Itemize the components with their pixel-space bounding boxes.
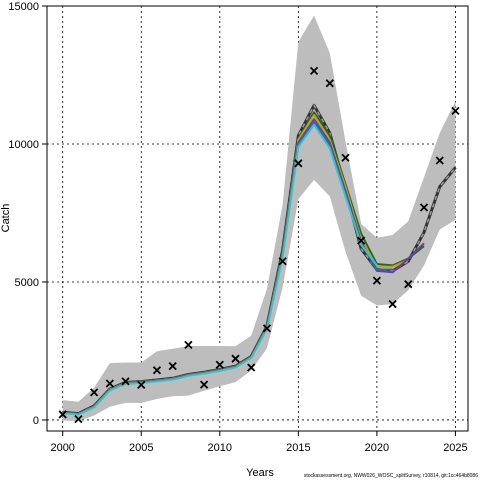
observed-point-stroke xyxy=(58,410,67,419)
observed-point xyxy=(357,236,366,245)
observed-point xyxy=(262,324,272,333)
observed-point-stroke xyxy=(419,203,429,212)
observed-point xyxy=(325,79,334,88)
observed-point-stroke xyxy=(74,414,83,424)
observed-point-stroke xyxy=(152,366,162,375)
observed-point xyxy=(168,362,177,371)
observed-point-stroke xyxy=(309,66,319,75)
observed-point-stroke xyxy=(404,280,413,289)
observed-point xyxy=(404,280,413,289)
observed-point xyxy=(435,156,444,165)
observed-point xyxy=(388,299,397,309)
y-tick-label: 15000 xyxy=(8,1,39,13)
observed-point xyxy=(451,106,460,116)
series-line xyxy=(62,123,378,416)
observed-point-stroke xyxy=(105,379,114,388)
observed-point xyxy=(121,377,130,386)
observed-point-stroke xyxy=(262,324,272,333)
x-tick-label: 2020 xyxy=(365,442,389,454)
observed-point-stroke xyxy=(121,377,130,386)
observed-point xyxy=(137,380,146,390)
observed-point xyxy=(184,340,193,350)
observed-point xyxy=(58,410,67,419)
observed-point xyxy=(89,388,99,397)
observed-point xyxy=(278,257,287,266)
observed-point-stroke xyxy=(278,257,287,266)
observed-point-stroke xyxy=(168,362,177,371)
observed-point-stroke xyxy=(372,276,382,285)
observed-point xyxy=(372,276,382,285)
observed-point-stroke xyxy=(89,388,99,397)
observed-point xyxy=(419,203,429,212)
observed-point-stroke xyxy=(294,159,303,168)
x-tick-label: 2025 xyxy=(443,442,467,454)
y-tick-label: 5000 xyxy=(15,277,39,289)
y-tick-label: 0 xyxy=(33,415,39,427)
observed-point-stroke xyxy=(247,363,256,372)
observed-point xyxy=(309,66,319,75)
observed-point xyxy=(341,153,350,162)
observed-points xyxy=(58,66,460,424)
observed-point-stroke xyxy=(435,156,444,165)
observed-point xyxy=(105,379,114,388)
x-tick-label: 2015 xyxy=(286,442,310,454)
observed-point xyxy=(294,159,303,168)
observed-point xyxy=(231,354,240,363)
axes: 2000 2005 2010 2015 2020 2025 0 5000 10000 15000 xyxy=(8,1,467,454)
observed-point-stroke xyxy=(325,79,334,88)
observed-point-stroke xyxy=(137,380,146,390)
observed-point-stroke xyxy=(184,340,193,350)
observed-point xyxy=(152,366,162,375)
x-tick-label: 2000 xyxy=(50,442,74,454)
source-note: stockassessment.org, NWW026_WOSC_splitSu… xyxy=(304,473,478,479)
observed-point-stroke xyxy=(451,106,460,116)
x-axis-title: Years xyxy=(246,467,274,479)
observed-point-stroke xyxy=(388,299,397,309)
x-tick-label: 2005 xyxy=(129,442,153,454)
observed-point xyxy=(215,360,224,369)
observed-point xyxy=(199,380,209,389)
plot-frame xyxy=(46,5,469,432)
observed-point-stroke xyxy=(357,236,366,245)
y-axis-title: Catch xyxy=(0,204,12,233)
observed-point-stroke xyxy=(341,153,350,162)
observed-point-stroke xyxy=(215,360,224,369)
observed-point xyxy=(74,414,83,424)
x-tick-label: 2010 xyxy=(208,442,232,454)
observed-point-stroke xyxy=(199,380,209,389)
y-tick-label: 10000 xyxy=(8,139,39,151)
observed-point xyxy=(247,363,256,372)
observed-point-stroke xyxy=(231,354,240,363)
